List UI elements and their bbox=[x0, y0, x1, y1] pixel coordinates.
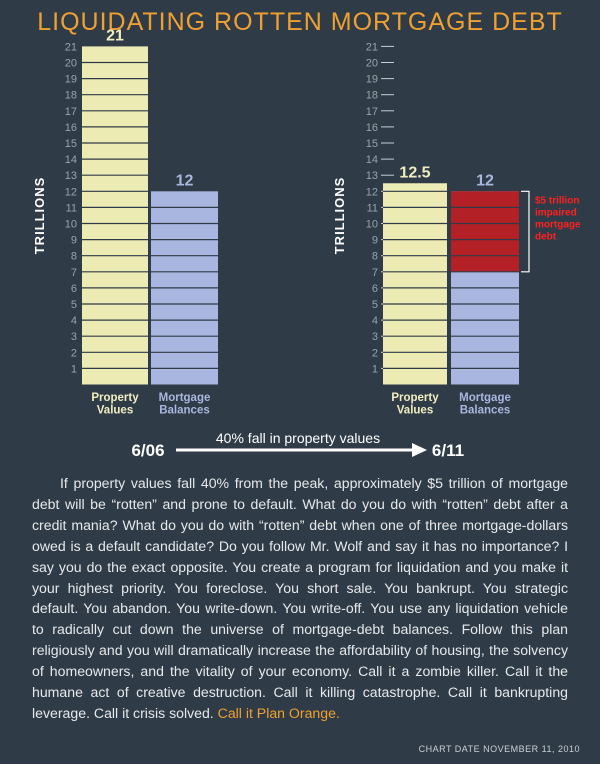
y-tick-label: 20 bbox=[65, 58, 77, 70]
y-tick-label: 1 bbox=[71, 363, 77, 375]
category-label: Property bbox=[391, 392, 439, 404]
bar-property-values bbox=[383, 183, 447, 385]
y-tick-label: 6 bbox=[372, 283, 378, 295]
impaired-debt-label: impaired bbox=[535, 207, 577, 218]
page-title: LIQUIDATING ROTTEN MORTGAGE DEBT bbox=[37, 8, 563, 36]
y-tick-label: 2 bbox=[372, 347, 378, 359]
y-tick-label: 1 bbox=[372, 363, 378, 375]
y-tick-label: 13 bbox=[366, 170, 378, 182]
y-tick-label: 21 bbox=[65, 41, 77, 53]
y-tick-label: 12 bbox=[65, 186, 77, 198]
bar-value-label: 21 bbox=[106, 27, 124, 44]
y-tick-label: 10 bbox=[65, 219, 77, 231]
y-tick-label: 17 bbox=[65, 106, 77, 118]
charts-area: 123456789101112131415161718192021TRILLIO… bbox=[32, 27, 581, 417]
y-tick-label: 15 bbox=[65, 138, 77, 150]
category-label: Mortgage bbox=[159, 392, 211, 404]
impaired-debt-label: mortgage bbox=[535, 219, 581, 230]
y-tick-label: 16 bbox=[65, 122, 77, 134]
impaired-debt-label: debt bbox=[535, 231, 557, 242]
y-tick-label: 7 bbox=[372, 267, 378, 279]
y-tick-label: 20 bbox=[366, 58, 378, 70]
timeline: 40% fall in property values 6/06 6/11 bbox=[131, 430, 464, 460]
y-tick-label: 15 bbox=[366, 138, 378, 150]
y-axis-label: TRILLIONS bbox=[332, 177, 347, 255]
y-tick-label: 2 bbox=[71, 347, 77, 359]
y-tick-label: 4 bbox=[71, 315, 77, 327]
y-tick-label: 21 bbox=[366, 41, 378, 53]
y-tick-label: 13 bbox=[65, 170, 77, 182]
y-tick-label: 9 bbox=[71, 235, 77, 247]
y-axis-label: TRILLIONS bbox=[32, 177, 47, 255]
y-tick-label: 3 bbox=[71, 331, 77, 343]
y-tick-label: 18 bbox=[65, 90, 77, 102]
y-tick-label: 8 bbox=[71, 251, 77, 263]
y-tick-label: 12 bbox=[366, 186, 378, 198]
timeline-end-label: 6/11 bbox=[432, 441, 464, 460]
y-tick-label: 16 bbox=[366, 122, 378, 134]
impaired-debt-segment bbox=[451, 191, 519, 272]
y-tick-label: 18 bbox=[366, 90, 378, 102]
category-label: Property bbox=[91, 392, 139, 404]
category-label: Balances bbox=[460, 405, 511, 417]
bar-value-label: 12.5 bbox=[399, 164, 430, 181]
bar-value-label: 12 bbox=[176, 172, 194, 189]
y-tick-label: 7 bbox=[71, 267, 77, 279]
y-tick-label: 9 bbox=[372, 235, 378, 247]
y-tick-label: 3 bbox=[372, 331, 378, 343]
impaired-bracket bbox=[521, 190, 530, 273]
bar-property-values bbox=[82, 46, 148, 385]
chart-date: CHART DATE NOVEMBER 11, 2010 bbox=[418, 744, 580, 754]
body-text: If property values fall 40% from the pea… bbox=[32, 473, 568, 724]
impaired-debt-label: $5 trillion bbox=[535, 195, 579, 206]
y-tick-label: 5 bbox=[71, 299, 77, 311]
y-tick-label: 10 bbox=[366, 219, 378, 231]
timeline-arrow-head bbox=[412, 443, 427, 457]
y-tick-label: 14 bbox=[65, 154, 77, 166]
plan-orange-highlight: Call it Plan Orange. bbox=[217, 704, 340, 721]
category-label: Values bbox=[397, 405, 433, 417]
bar-value-label: 12 bbox=[476, 172, 494, 189]
body-paragraph: If property values fall 40% from the pea… bbox=[32, 475, 568, 721]
y-tick-label: 6 bbox=[71, 283, 77, 295]
y-tick-label: 11 bbox=[367, 202, 378, 214]
y-tick-label: 19 bbox=[65, 74, 77, 86]
y-tick-label: 5 bbox=[372, 299, 378, 311]
y-tick-label: 4 bbox=[372, 315, 378, 327]
timeline-caption: 40% fall in property values bbox=[216, 430, 380, 446]
timeline-start-label: 6/06 bbox=[131, 441, 164, 460]
y-tick-label: 19 bbox=[366, 74, 378, 86]
y-tick-label: 14 bbox=[366, 154, 378, 166]
category-label: Balances bbox=[159, 405, 210, 417]
y-tick-label: 11 bbox=[66, 202, 77, 214]
category-label: Mortgage bbox=[459, 392, 511, 404]
y-tick-label: 17 bbox=[366, 106, 378, 118]
category-label: Values bbox=[97, 405, 133, 417]
y-tick-label: 8 bbox=[372, 251, 378, 263]
